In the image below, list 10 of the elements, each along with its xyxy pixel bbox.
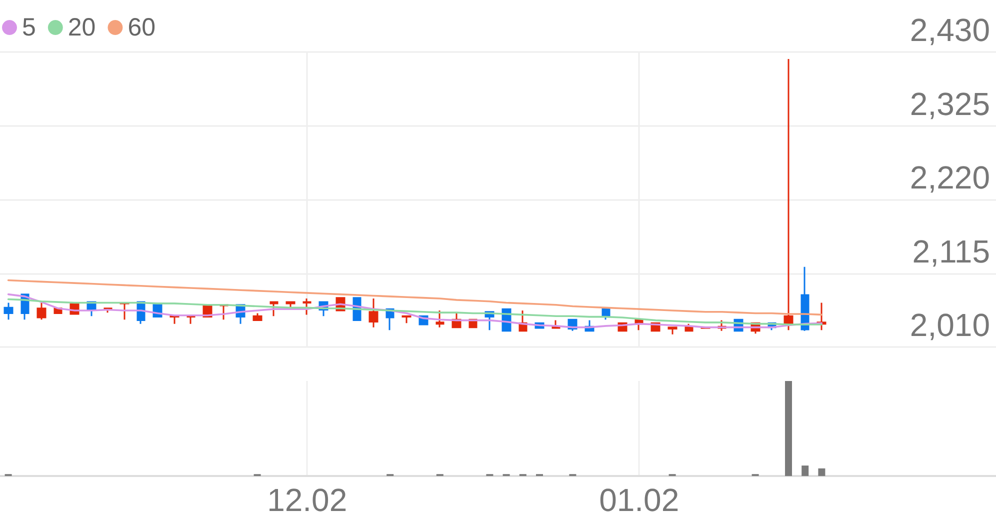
y-tick-label: 2,010 (910, 307, 990, 343)
y-tick-label: 2,430 (910, 12, 990, 48)
x-tick-label: 12.02 (267, 482, 348, 518)
legend-label: 5 (22, 14, 36, 42)
y-tick-label: 2,325 (910, 86, 990, 122)
y-tick-label: 2,115 (912, 233, 990, 270)
legend-label: 60 (128, 14, 156, 42)
y-tick-label: 2,220 (910, 160, 990, 196)
x-tick-label: 01.02 (599, 482, 680, 518)
legend-label: 20 (68, 14, 96, 42)
